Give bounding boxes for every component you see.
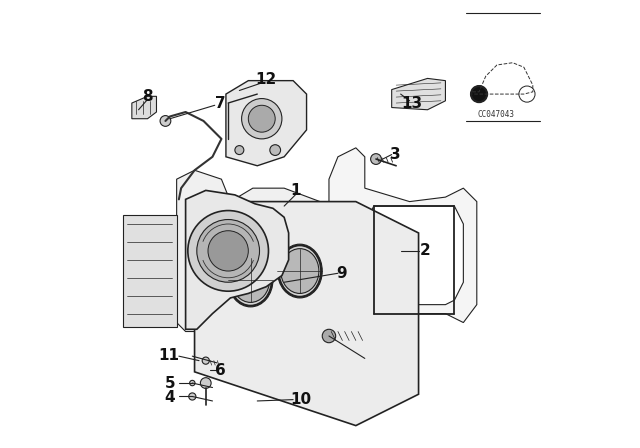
- Text: 9: 9: [336, 266, 347, 281]
- Polygon shape: [186, 190, 289, 329]
- Polygon shape: [195, 202, 419, 426]
- Text: 3: 3: [390, 147, 401, 162]
- Circle shape: [235, 146, 244, 155]
- Circle shape: [190, 213, 266, 289]
- Text: 10: 10: [291, 392, 312, 407]
- Polygon shape: [226, 81, 307, 166]
- Circle shape: [202, 357, 209, 364]
- Circle shape: [160, 116, 171, 126]
- Polygon shape: [132, 96, 157, 119]
- Circle shape: [476, 90, 483, 98]
- Text: 11: 11: [159, 348, 180, 363]
- Text: 8: 8: [142, 89, 153, 104]
- Text: 12: 12: [255, 72, 277, 87]
- Polygon shape: [329, 148, 477, 358]
- Ellipse shape: [278, 244, 323, 298]
- Polygon shape: [392, 78, 445, 110]
- Circle shape: [200, 378, 211, 388]
- Circle shape: [323, 329, 336, 343]
- Polygon shape: [177, 170, 329, 332]
- Text: CC047043: CC047043: [477, 110, 515, 119]
- Circle shape: [242, 99, 282, 139]
- Circle shape: [212, 235, 244, 267]
- Text: 5: 5: [164, 376, 175, 392]
- Circle shape: [471, 86, 487, 102]
- Polygon shape: [365, 206, 463, 305]
- Circle shape: [189, 393, 196, 400]
- Circle shape: [197, 220, 260, 282]
- Text: 13: 13: [401, 96, 422, 112]
- Circle shape: [471, 86, 487, 102]
- Circle shape: [188, 211, 269, 291]
- Text: 6: 6: [215, 362, 226, 378]
- Circle shape: [189, 380, 195, 386]
- Polygon shape: [123, 215, 177, 327]
- Text: 7: 7: [215, 96, 226, 112]
- Ellipse shape: [232, 258, 269, 302]
- Ellipse shape: [228, 253, 273, 307]
- Ellipse shape: [281, 249, 319, 293]
- Text: 2: 2: [420, 243, 431, 258]
- Text: 4: 4: [164, 390, 175, 405]
- Text: 1: 1: [290, 183, 301, 198]
- Circle shape: [371, 154, 381, 164]
- Circle shape: [248, 105, 275, 132]
- Circle shape: [199, 222, 257, 280]
- Circle shape: [519, 86, 535, 102]
- Circle shape: [208, 231, 248, 271]
- Circle shape: [270, 145, 280, 155]
